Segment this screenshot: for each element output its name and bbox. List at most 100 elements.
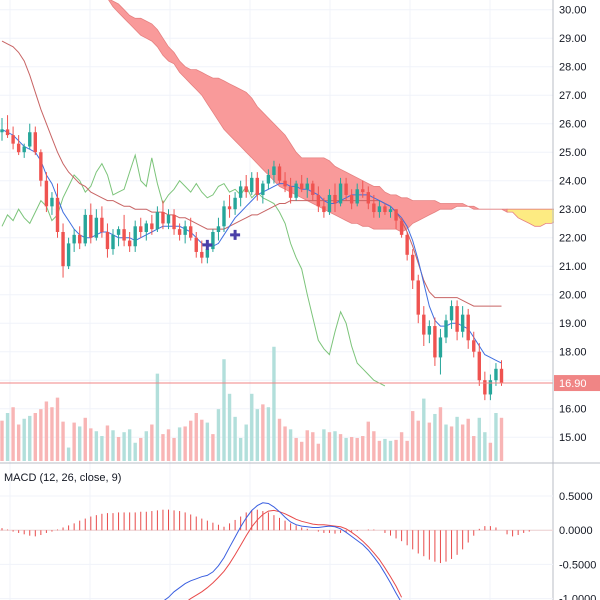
candle-body[interactable]: [105, 232, 110, 250]
macd-axis[interactable]: 0.5000 0.0000 -0.5000 -1.0000: [554, 464, 600, 600]
candle-body[interactable]: [338, 183, 343, 204]
candle-body[interactable]: [166, 214, 171, 224]
candle-body[interactable]: [83, 214, 87, 244]
candle-body[interactable]: [344, 183, 348, 195]
candle-body[interactable]: [427, 326, 432, 335]
candle-body[interactable]: [250, 177, 254, 193]
candle-body[interactable]: [55, 197, 60, 232]
candle-body[interactable]: [244, 186, 248, 193]
candle-body[interactable]: [133, 226, 137, 247]
candle-body[interactable]: [411, 254, 415, 281]
candle-body[interactable]: [39, 152, 43, 181]
candle-body[interactable]: [355, 189, 359, 204]
candle-body[interactable]: [222, 206, 226, 227]
candle-body[interactable]: [305, 183, 309, 190]
candle-body[interactable]: [349, 194, 354, 204]
candle-body[interactable]: [211, 232, 215, 250]
candle-body[interactable]: [294, 183, 298, 198]
candle-body[interactable]: [61, 232, 65, 267]
candle-body[interactable]: [194, 237, 198, 252]
candle-body[interactable]: [388, 209, 393, 213]
candle-body[interactable]: [200, 251, 204, 258]
candle-body[interactable]: [122, 229, 126, 241]
candle-body[interactable]: [238, 186, 243, 198]
candle-body[interactable]: [361, 189, 365, 193]
macd-indicator-label[interactable]: MACD (12, 26, close, 9): [4, 472, 121, 484]
candle-body[interactable]: [405, 234, 409, 255]
candle-body[interactable]: [377, 206, 382, 213]
candle-body[interactable]: [322, 206, 326, 213]
candle-body[interactable]: [177, 229, 182, 235]
candle-body[interactable]: [444, 320, 448, 338]
candle-body[interactable]: [227, 206, 232, 210]
candle-body[interactable]: [477, 351, 481, 381]
candle-body[interactable]: [144, 223, 148, 232]
candle-body[interactable]: [277, 166, 282, 181]
volume-bar: [116, 437, 121, 461]
candle-body[interactable]: [372, 203, 376, 213]
candle-body[interactable]: [233, 197, 237, 210]
candle-body[interactable]: [11, 135, 15, 144]
candle-body[interactable]: [189, 226, 193, 238]
candle-body[interactable]: [466, 314, 470, 341]
candle-body[interactable]: [255, 177, 259, 195]
candle-body[interactable]: [183, 226, 187, 235]
candlesticks[interactable]: [0, 115, 504, 401]
volume-bar: [205, 422, 210, 461]
candle-body[interactable]: [111, 234, 115, 250]
candle-body[interactable]: [416, 280, 420, 315]
candle-body[interactable]: [16, 143, 21, 153]
candle-body[interactable]: [72, 234, 76, 244]
candle-body[interactable]: [0, 129, 4, 133]
candle-body[interactable]: [89, 214, 93, 238]
candle-body[interactable]: [28, 132, 32, 147]
candle-body[interactable]: [50, 197, 54, 207]
candle-body[interactable]: [383, 206, 387, 213]
candle-body[interactable]: [139, 226, 143, 232]
candle-body[interactable]: [172, 214, 176, 230]
volume-bar: [78, 426, 82, 461]
candle-body[interactable]: [288, 186, 293, 198]
candle-body[interactable]: [161, 212, 165, 224]
candle-body[interactable]: [155, 212, 160, 230]
candle-body[interactable]: [499, 368, 504, 384]
price-axis[interactable]: 30.00 29.00 28.00 27.00 26.00 25.00 24.00 23.00…: [554, 0, 600, 462]
candle-body[interactable]: [394, 209, 398, 221]
candle-body[interactable]: [5, 129, 10, 136]
volume-bar: [11, 407, 15, 461]
candle-body[interactable]: [266, 175, 271, 184]
candle-body[interactable]: [300, 183, 304, 190]
candle-body[interactable]: [216, 226, 221, 232]
candle-body[interactable]: [205, 249, 210, 258]
candle-body[interactable]: [33, 132, 37, 153]
candle-body[interactable]: [44, 180, 49, 207]
candle-body[interactable]: [22, 146, 26, 153]
candle-body[interactable]: [94, 217, 99, 238]
candle-body[interactable]: [399, 220, 404, 235]
candle-body[interactable]: [327, 194, 332, 213]
candle-body[interactable]: [283, 180, 287, 187]
candle-body[interactable]: [422, 314, 426, 335]
candle-body[interactable]: [333, 194, 337, 204]
candle-body[interactable]: [150, 223, 154, 230]
candle-body[interactable]: [438, 337, 443, 358]
candle-body[interactable]: [455, 306, 459, 332]
candle-body[interactable]: [261, 183, 265, 195]
candle-body[interactable]: [127, 240, 132, 247]
candle-body[interactable]: [272, 166, 276, 175]
candle-body[interactable]: [494, 368, 498, 381]
candle-body[interactable]: [366, 192, 370, 204]
candle-body[interactable]: [78, 234, 82, 244]
candle-body[interactable]: [116, 229, 121, 235]
candle-body[interactable]: [483, 380, 487, 395]
candle-body[interactable]: [449, 306, 454, 321]
candle-body[interactable]: [472, 340, 476, 352]
candle-body[interactable]: [488, 380, 493, 395]
candle-body[interactable]: [311, 183, 315, 195]
candle-body[interactable]: [100, 217, 104, 232]
candle-body[interactable]: [433, 326, 437, 358]
candle-body[interactable]: [460, 314, 465, 332]
candle-body[interactable]: [66, 243, 71, 267]
candle-body[interactable]: [316, 194, 321, 207]
